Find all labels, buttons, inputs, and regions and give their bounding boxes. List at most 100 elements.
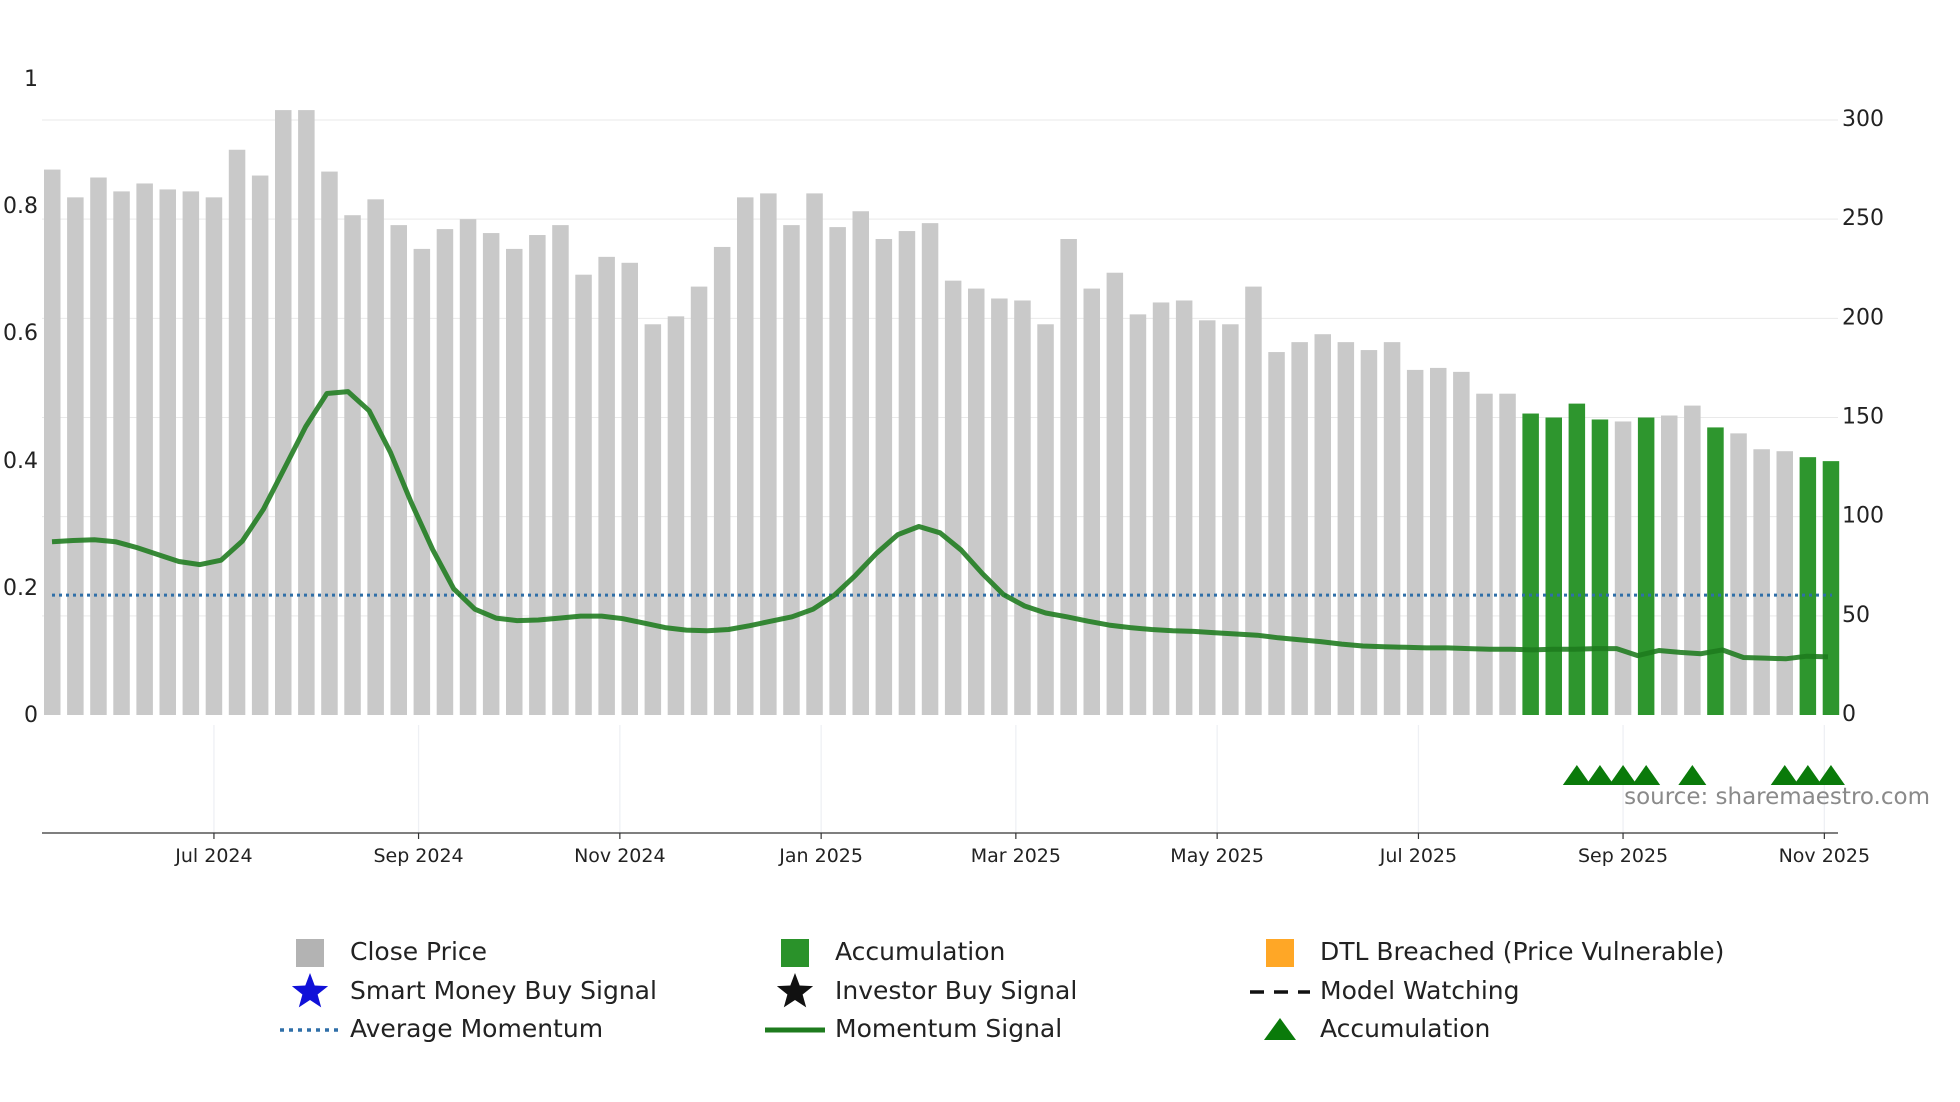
- right-tick-label: 300: [1842, 107, 1884, 132]
- price-bar: [436, 229, 454, 716]
- price-bar: [205, 197, 223, 716]
- green-square-icon: [781, 939, 809, 967]
- legend-label: Investor Buy Signal: [835, 976, 1077, 1005]
- left-tick-label: 1: [24, 67, 38, 92]
- right-tick-label: 100: [1842, 504, 1884, 529]
- price-bar: [1499, 393, 1516, 715]
- right-tick-label: 150: [1842, 405, 1884, 430]
- accumulation-bar: [1707, 427, 1724, 715]
- left-tick-label: 0.6: [3, 321, 38, 346]
- price-bar: [159, 189, 176, 715]
- price-bar: [760, 193, 777, 716]
- price-bar: [1661, 415, 1678, 715]
- gray-square-icon: [296, 939, 324, 967]
- legend-item-accum2: Accumulation: [1264, 1014, 1490, 1043]
- price-bar: [251, 175, 269, 716]
- price-bar: [182, 191, 200, 715]
- price-bar: [1360, 350, 1378, 715]
- accumulation-marker: [1816, 765, 1845, 785]
- price-bar: [1014, 300, 1031, 715]
- gridlines: [42, 119, 1838, 833]
- price-bar: [806, 193, 823, 716]
- price-bar: [1614, 421, 1632, 715]
- accumulation-marker: [1678, 765, 1707, 785]
- price-bar: [113, 191, 130, 715]
- price-bar: [1222, 324, 1239, 715]
- x-tick-label: Jan 2025: [778, 845, 863, 867]
- price-bar: [1083, 288, 1100, 715]
- legend-item-avg: Average Momentum: [280, 1014, 603, 1043]
- legend-label: Average Momentum: [350, 1014, 603, 1043]
- accumulation-bar: [1637, 417, 1655, 715]
- legend-item-dtl: DTL Breached (Price Vulnerable): [1266, 937, 1724, 967]
- legend-item-accum: Accumulation: [781, 937, 1005, 967]
- price-bar: [367, 199, 384, 716]
- price-bars: [44, 110, 1840, 716]
- right-tick-label: 50: [1842, 603, 1870, 628]
- right-tick-label: 250: [1842, 206, 1884, 231]
- price-bar: [1129, 314, 1147, 715]
- price-bar: [275, 110, 292, 716]
- price-bar: [1175, 300, 1193, 715]
- x-tick-label: Nov 2025: [1779, 845, 1870, 867]
- price-bar: [1453, 371, 1470, 715]
- blue-star-icon: [291, 973, 329, 1008]
- price-bar: [944, 280, 962, 715]
- x-tick-label: Jul 2024: [174, 845, 252, 867]
- right-tick-label: 200: [1842, 305, 1884, 330]
- price-bar: [1060, 239, 1077, 715]
- legend-item-mom: Momentum Signal: [765, 1014, 1062, 1043]
- price-bar: [829, 227, 846, 715]
- price-bar: [1152, 302, 1170, 715]
- price-bar: [1337, 342, 1355, 715]
- price-bar: [459, 219, 477, 715]
- price-bar: [1776, 451, 1793, 715]
- accumulation-marker: [1562, 765, 1591, 785]
- price-bar: [552, 225, 569, 715]
- price-bar: [1314, 334, 1331, 715]
- price-bar: [482, 233, 500, 716]
- price-bar: [1291, 342, 1308, 715]
- price-bar: [344, 215, 361, 715]
- x-tick-label: Sep 2024: [373, 845, 463, 867]
- price-bar: [67, 197, 84, 716]
- price-bar: [598, 256, 615, 715]
- orange-square-icon: [1266, 939, 1294, 967]
- price-bar: [737, 197, 754, 716]
- accumulation-marker: [1632, 765, 1661, 785]
- price-bar: [1037, 324, 1054, 715]
- accumulation-marker: [1770, 765, 1799, 785]
- x-tick-label: Jul 2025: [1379, 845, 1457, 867]
- legend-item-smart: Smart Money Buy Signal: [291, 973, 657, 1008]
- price-bar: [1199, 320, 1216, 715]
- price-bar: [298, 110, 315, 716]
- left-tick-label: 0.4: [3, 449, 38, 474]
- left-tick-label: 0.2: [3, 576, 38, 601]
- price-bar: [898, 231, 916, 716]
- price-bar: [506, 248, 523, 715]
- price-bar: [1106, 272, 1124, 715]
- price-bar: [783, 225, 800, 715]
- legend-label: Momentum Signal: [835, 1014, 1062, 1043]
- price-bar: [690, 286, 708, 715]
- price-bar: [1406, 369, 1424, 715]
- green-triangle-icon: [1264, 1018, 1296, 1040]
- price-bar: [1684, 405, 1701, 715]
- price-bar: [968, 288, 985, 715]
- left-tick-label: 0: [24, 703, 38, 728]
- left-tick-label: 0.8: [3, 194, 38, 219]
- price-bar: [575, 274, 592, 715]
- accumulation-bar: [1591, 419, 1609, 715]
- momentum-signal-line: [51, 389, 1829, 662]
- price-bar: [875, 239, 893, 715]
- accumulation-marker: [1793, 765, 1822, 785]
- accumulation-bar: [1568, 403, 1586, 715]
- price-bar: [713, 246, 731, 715]
- legend-label: DTL Breached (Price Vulnerable): [1320, 937, 1724, 966]
- price-bar: [852, 211, 869, 715]
- right-tick-label: 0: [1842, 702, 1856, 727]
- legend-label: Smart Money Buy Signal: [350, 976, 657, 1005]
- price-bar: [644, 324, 662, 715]
- price-bar: [1753, 449, 1770, 715]
- price-bar: [921, 223, 939, 715]
